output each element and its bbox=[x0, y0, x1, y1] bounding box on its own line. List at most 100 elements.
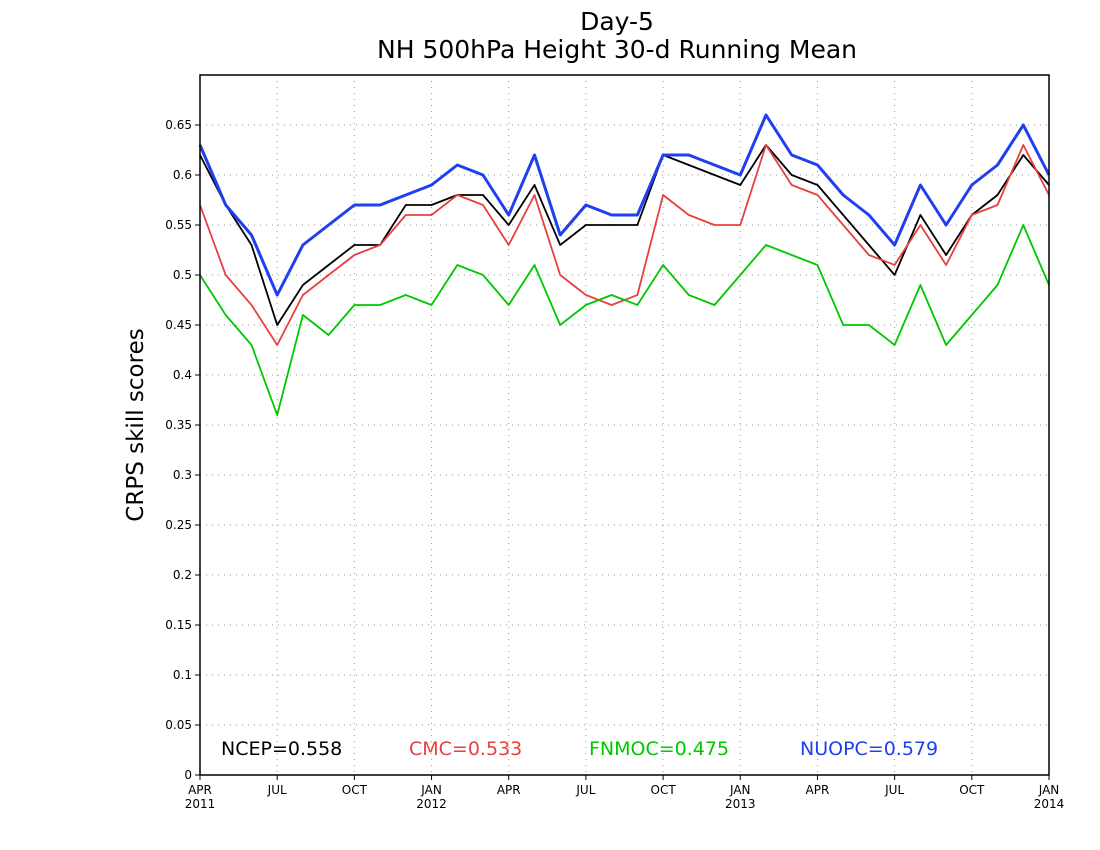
data-point bbox=[482, 174, 484, 176]
data-point bbox=[327, 274, 330, 276]
data-point bbox=[971, 214, 973, 216]
data-point bbox=[250, 234, 253, 236]
y-tick-label: 0.05 bbox=[165, 718, 192, 732]
data-point bbox=[636, 304, 639, 306]
data-point bbox=[842, 194, 844, 196]
x-tick-label: JUL bbox=[884, 783, 904, 797]
data-point bbox=[430, 304, 433, 306]
data-point bbox=[919, 214, 922, 216]
data-point bbox=[790, 174, 793, 176]
y-tick-label: 0 bbox=[184, 768, 192, 782]
x-tick-label: OCT bbox=[342, 783, 368, 797]
data-point bbox=[765, 244, 767, 246]
chart-subtitle: NH 500hPa Height 30-d Running Mean bbox=[377, 35, 857, 64]
data-point bbox=[585, 204, 587, 206]
data-point bbox=[816, 184, 819, 186]
data-point bbox=[250, 304, 253, 306]
data-point bbox=[353, 204, 356, 206]
data-point bbox=[1022, 124, 1025, 126]
data-point bbox=[868, 244, 870, 246]
data-point bbox=[610, 294, 613, 296]
data-point bbox=[327, 224, 330, 226]
data-point bbox=[224, 274, 227, 276]
x-tick-label: APR bbox=[188, 783, 212, 797]
data-point bbox=[636, 294, 639, 296]
data-point bbox=[585, 224, 587, 226]
x-tick-year-label: 2011 bbox=[185, 797, 216, 811]
x-tick-label: JAN bbox=[1038, 783, 1060, 797]
data-point bbox=[919, 224, 922, 226]
y-tick-label: 0.6 bbox=[173, 168, 192, 182]
data-point bbox=[996, 204, 999, 206]
data-point bbox=[224, 314, 227, 316]
data-point bbox=[585, 294, 587, 296]
data-point bbox=[456, 164, 459, 166]
data-point bbox=[456, 194, 459, 196]
data-point bbox=[945, 254, 947, 256]
data-point bbox=[713, 174, 716, 176]
x-tick-year-label: 2013 bbox=[725, 797, 756, 811]
data-point bbox=[816, 264, 819, 266]
data-point bbox=[765, 144, 767, 146]
data-point bbox=[893, 244, 896, 246]
data-point bbox=[405, 204, 407, 206]
data-point bbox=[816, 164, 819, 166]
data-point bbox=[276, 344, 279, 346]
data-point bbox=[636, 224, 639, 226]
data-point bbox=[688, 164, 690, 166]
grid-lines bbox=[200, 75, 1049, 775]
y-axis-label: CRPS skill scores bbox=[123, 328, 149, 521]
data-point bbox=[1022, 224, 1025, 226]
y-tick-label: 0.25 bbox=[165, 518, 192, 532]
data-point bbox=[353, 304, 356, 306]
data-point bbox=[507, 244, 510, 246]
series-lines bbox=[198, 113, 1051, 416]
data-point bbox=[739, 174, 742, 176]
data-point bbox=[971, 184, 973, 186]
x-tick-year-label: 2012 bbox=[416, 797, 447, 811]
legend-entry: FNMOC=0.475 bbox=[589, 738, 729, 760]
legend-entry: NCEP=0.558 bbox=[221, 738, 342, 760]
y-tick-label: 0.3 bbox=[173, 468, 192, 482]
series-line bbox=[199, 144, 1050, 326]
data-point bbox=[482, 204, 484, 206]
data-point bbox=[507, 304, 510, 306]
data-point bbox=[482, 194, 484, 196]
data-point bbox=[996, 164, 999, 166]
series-2 bbox=[199, 224, 1050, 416]
series-line bbox=[198, 113, 1051, 297]
data-point bbox=[224, 204, 227, 206]
series-line bbox=[199, 144, 1050, 346]
data-point bbox=[842, 214, 844, 216]
data-point bbox=[1022, 144, 1025, 146]
series-1 bbox=[199, 144, 1050, 346]
data-point bbox=[430, 184, 433, 186]
data-point bbox=[379, 204, 381, 206]
data-point bbox=[945, 224, 947, 226]
data-point bbox=[662, 154, 664, 156]
data-point bbox=[816, 194, 819, 196]
data-point bbox=[662, 264, 664, 266]
x-tick-label: JUL bbox=[575, 783, 595, 797]
data-point bbox=[662, 194, 664, 196]
data-point bbox=[636, 214, 639, 216]
data-point bbox=[765, 114, 767, 116]
data-point bbox=[482, 274, 484, 276]
data-point bbox=[868, 254, 870, 256]
data-point bbox=[893, 344, 896, 346]
legend-entry: CMC=0.533 bbox=[409, 738, 522, 760]
data-point bbox=[585, 304, 587, 306]
x-tick-label: APR bbox=[497, 783, 521, 797]
data-point bbox=[688, 154, 690, 156]
data-point bbox=[559, 274, 561, 276]
data-point bbox=[302, 314, 304, 316]
y-tick-label: 0.1 bbox=[173, 668, 192, 682]
data-point bbox=[945, 344, 947, 346]
data-point bbox=[533, 184, 536, 186]
data-point bbox=[1022, 154, 1025, 156]
data-point bbox=[379, 304, 381, 306]
data-point bbox=[713, 164, 716, 166]
y-tick-label: 0.35 bbox=[165, 418, 192, 432]
data-point bbox=[507, 224, 510, 226]
y-tick-label: 0.45 bbox=[165, 318, 192, 332]
